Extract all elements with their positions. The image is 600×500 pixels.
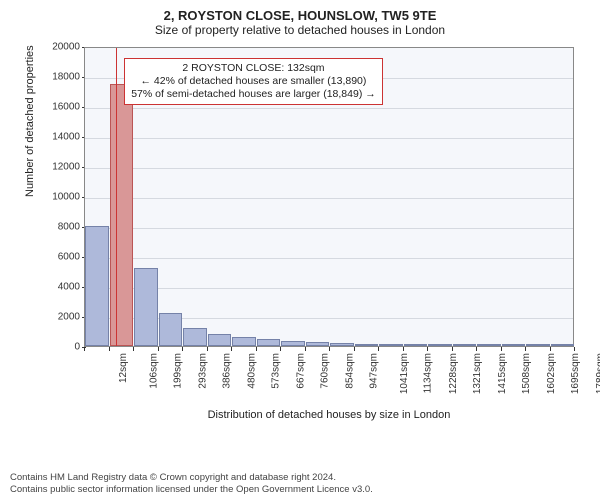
chart-area: Number of detached properties 0200040006… xyxy=(30,41,590,421)
xtick-mark xyxy=(133,347,134,351)
bar xyxy=(526,344,550,346)
bar xyxy=(85,226,109,346)
xtick-mark xyxy=(280,347,281,351)
bar xyxy=(281,341,305,346)
gridline xyxy=(85,288,573,289)
xtick-label: 480sqm xyxy=(246,353,257,389)
bar xyxy=(257,339,281,346)
ytick-label: 14000 xyxy=(52,132,80,143)
xtick-label: 667sqm xyxy=(295,353,306,389)
xtick-mark xyxy=(476,347,477,351)
ytick-label: 10000 xyxy=(52,192,80,203)
xtick-mark xyxy=(501,347,502,351)
xtick-label: 1415sqm xyxy=(497,353,508,394)
xtick-label: 1789sqm xyxy=(595,353,600,394)
xtick-label: 1695sqm xyxy=(570,353,581,394)
chart-title: 2, ROYSTON CLOSE, HOUNSLOW, TW5 9TE xyxy=(10,8,590,23)
chart-subtitle: Size of property relative to detached ho… xyxy=(10,23,590,37)
x-axis-label: Distribution of detached houses by size … xyxy=(84,409,574,421)
xtick-label: 760sqm xyxy=(320,353,331,389)
gridline xyxy=(85,138,573,139)
bar xyxy=(330,343,354,346)
annot-line3: 57% of semi-detached houses are larger (… xyxy=(131,88,376,101)
xtick-label: 12sqm xyxy=(118,353,129,383)
bar xyxy=(355,344,379,346)
xtick-label: 1508sqm xyxy=(521,353,532,394)
xtick-label: 1041sqm xyxy=(399,353,410,394)
gridline xyxy=(85,228,573,229)
xtick-label: 199sqm xyxy=(173,353,184,389)
ytick-label: 20000 xyxy=(52,42,80,53)
annot-line2: ← 42% of detached houses are smaller (13… xyxy=(131,75,376,88)
xtick-mark xyxy=(182,347,183,351)
bar xyxy=(477,344,501,346)
xtick-label: 1321sqm xyxy=(472,353,483,394)
y-axis: 0200040006000800010000120001400016000180… xyxy=(30,47,82,347)
xtick-mark xyxy=(231,347,232,351)
ytick-label: 2000 xyxy=(58,312,80,323)
ytick-label: 0 xyxy=(74,342,80,353)
xtick-label: 106sqm xyxy=(148,353,159,389)
bar xyxy=(134,268,158,346)
ytick-label: 18000 xyxy=(52,72,80,83)
xtick-mark xyxy=(256,347,257,351)
bar xyxy=(404,344,428,346)
xtick-label: 386sqm xyxy=(222,353,233,389)
ytick-label: 16000 xyxy=(52,102,80,113)
bar xyxy=(110,84,134,347)
ytick-label: 12000 xyxy=(52,162,80,173)
xtick-mark xyxy=(109,347,110,351)
annotation-box: 2 ROYSTON CLOSE: 132sqm ← 42% of detache… xyxy=(124,58,383,105)
xtick-mark xyxy=(427,347,428,351)
ytick-label: 8000 xyxy=(58,222,80,233)
bar xyxy=(502,344,526,346)
ytick-label: 6000 xyxy=(58,252,80,263)
bar xyxy=(551,344,575,346)
bar xyxy=(306,342,330,346)
xtick-mark xyxy=(158,347,159,351)
bar xyxy=(232,337,256,346)
gridline xyxy=(85,198,573,199)
xtick-mark xyxy=(403,347,404,351)
xtick-mark xyxy=(525,347,526,351)
xtick-mark xyxy=(207,347,208,351)
bar xyxy=(379,344,403,346)
xtick-mark xyxy=(378,347,379,351)
bar xyxy=(183,328,207,346)
bar xyxy=(453,344,477,346)
xtick-mark xyxy=(305,347,306,351)
xtick-mark xyxy=(354,347,355,351)
annot-line1: 2 ROYSTON CLOSE: 132sqm xyxy=(131,62,376,75)
gridline xyxy=(85,258,573,259)
footer-line1: Contains HM Land Registry data © Crown c… xyxy=(10,472,590,484)
footer-line2: Contains public sector information licen… xyxy=(10,484,590,496)
xtick-mark xyxy=(550,347,551,351)
plot-area: 2 ROYSTON CLOSE: 132sqm ← 42% of detache… xyxy=(84,47,574,347)
xtick-label: 293sqm xyxy=(197,353,208,389)
gridline xyxy=(85,108,573,109)
xtick-mark xyxy=(452,347,453,351)
footer: Contains HM Land Registry data © Crown c… xyxy=(10,472,590,496)
xtick-label: 573sqm xyxy=(271,353,282,389)
xtick-mark xyxy=(84,347,85,351)
xtick-label: 1134sqm xyxy=(422,353,433,393)
xtick-label: 947sqm xyxy=(369,353,380,389)
gridline xyxy=(85,168,573,169)
bar xyxy=(159,313,183,346)
bar xyxy=(428,344,452,346)
xtick-mark xyxy=(329,347,330,351)
bar xyxy=(208,334,232,346)
xtick-label: 1602sqm xyxy=(546,353,557,394)
xtick-label: 854sqm xyxy=(344,353,355,389)
ytick-label: 4000 xyxy=(58,282,80,293)
x-axis: 12sqm 106sqm 199sqm 293sqm 386sqm 480sqm 573sq… xyxy=(84,347,574,409)
marker-line xyxy=(116,48,117,346)
xtick-label: 1228sqm xyxy=(448,353,459,394)
xtick-mark xyxy=(574,347,575,351)
